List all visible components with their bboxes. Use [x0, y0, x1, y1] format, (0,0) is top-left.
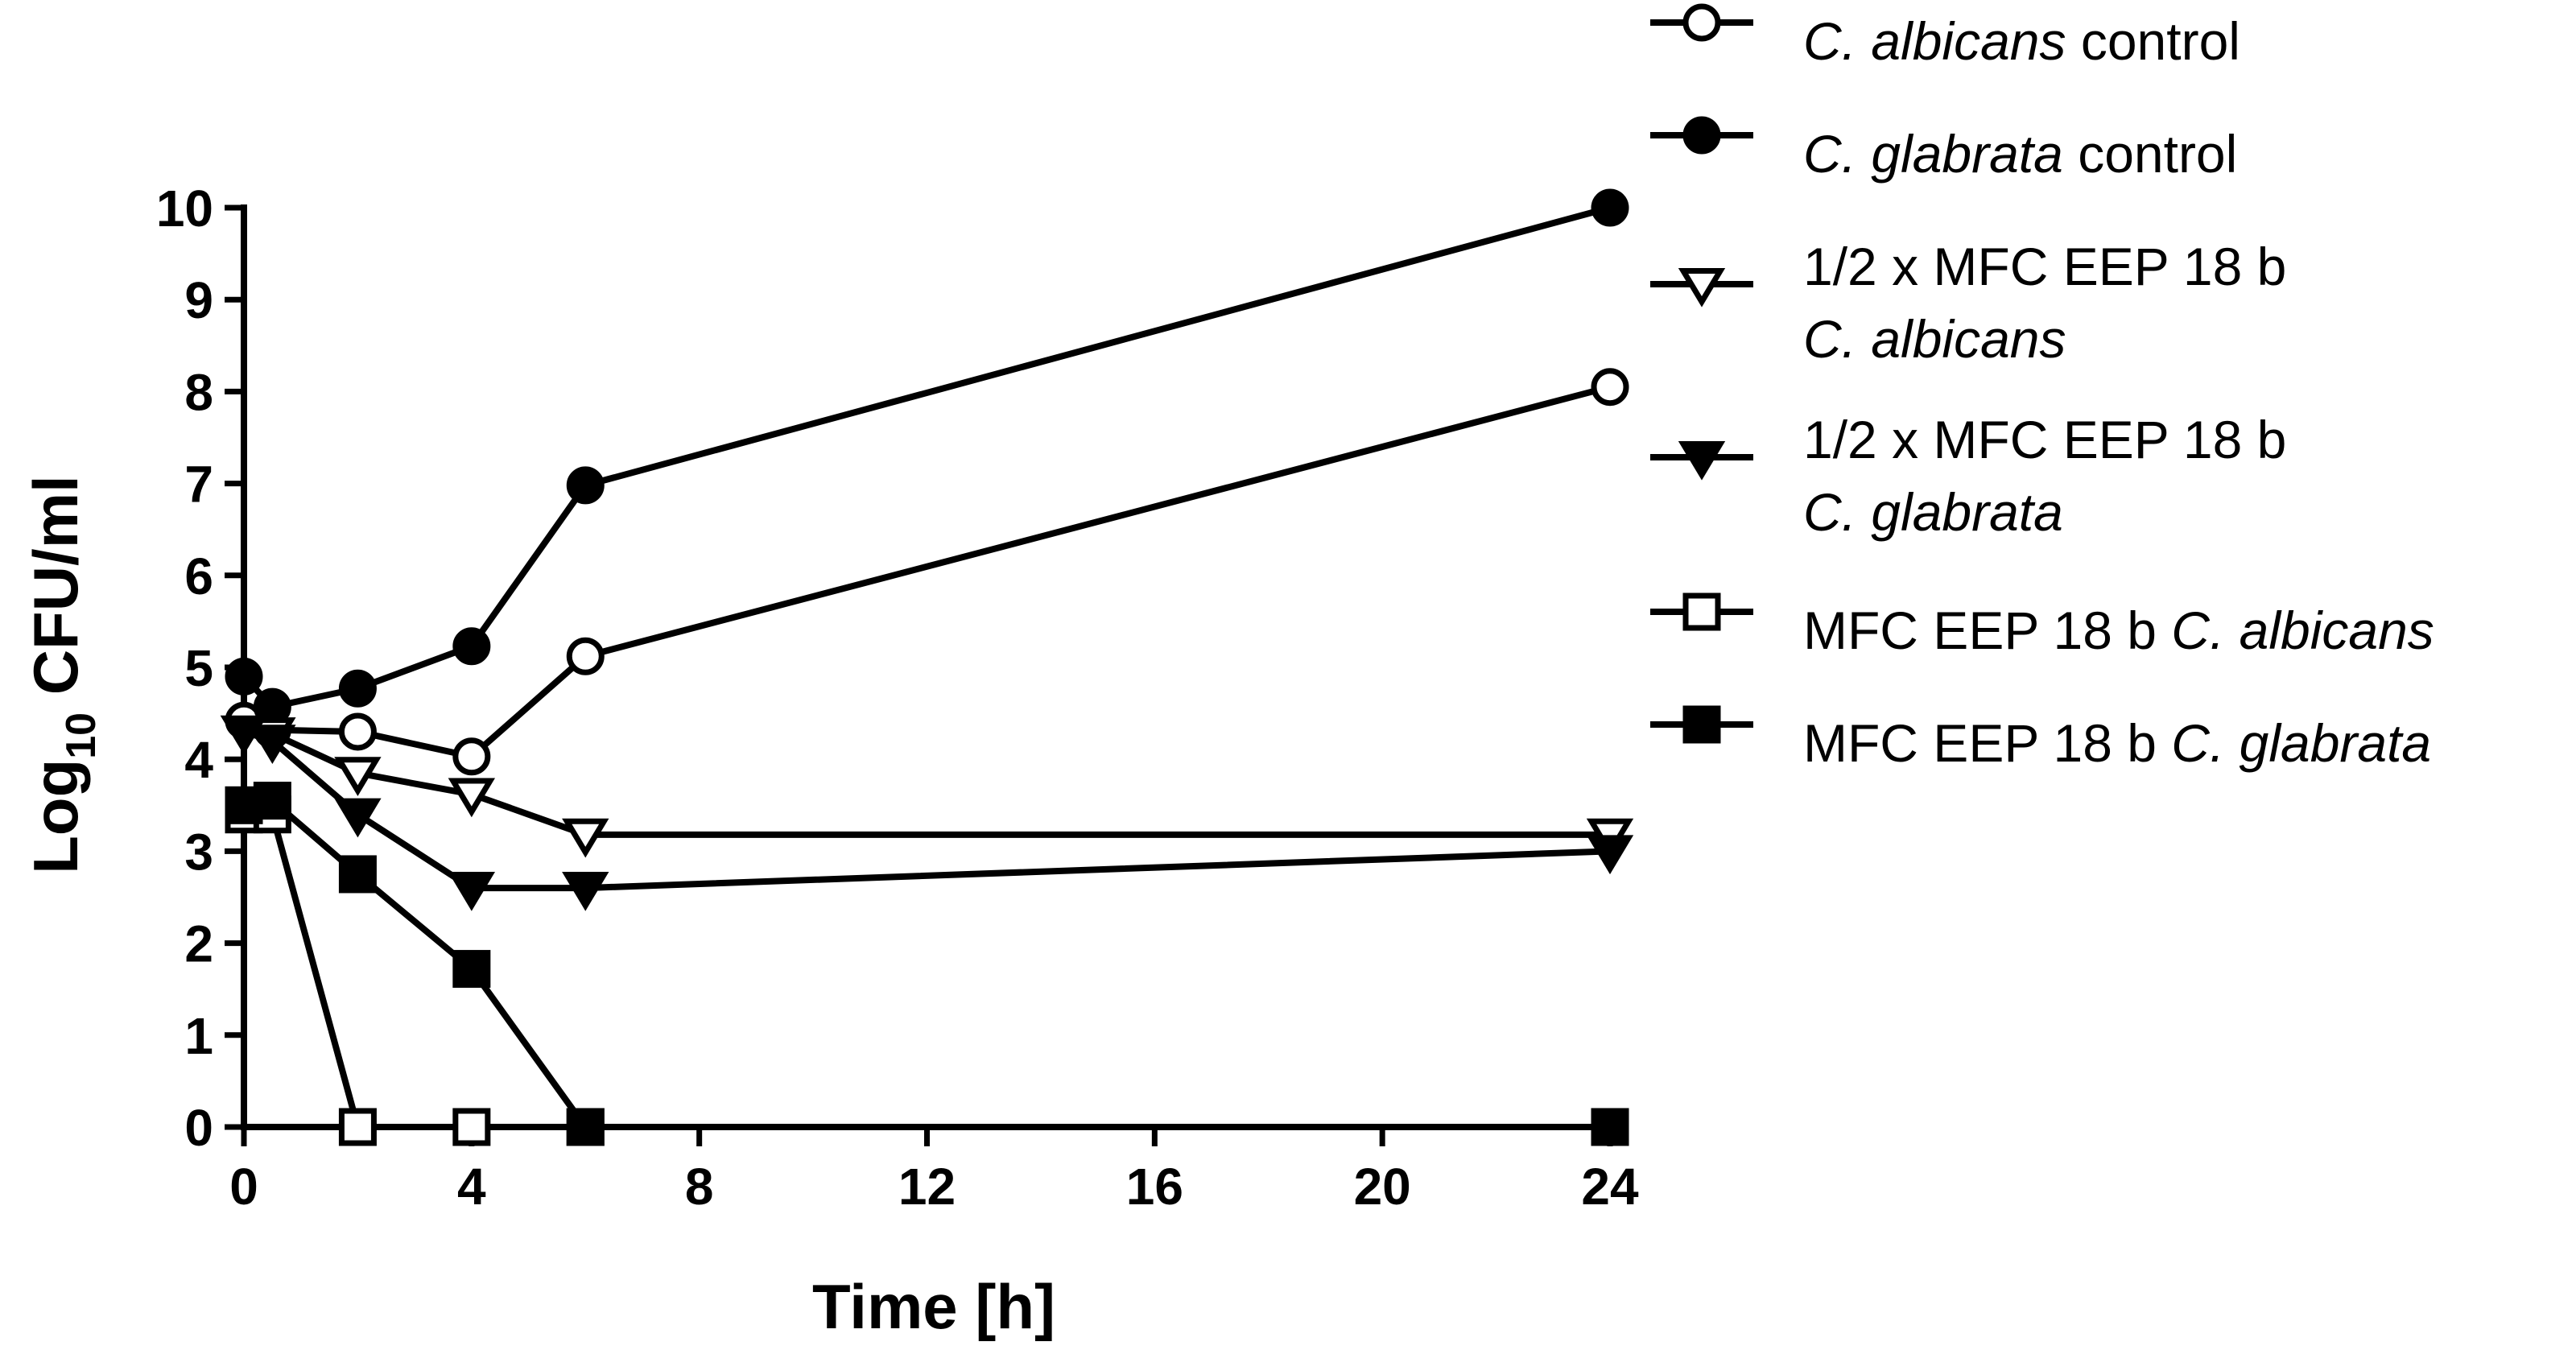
legend-label: C. glabrata — [1803, 482, 2063, 542]
x-tick-label: 20 — [1354, 1158, 1411, 1216]
data-point: C. albicans control: 2 h, 4.3 — [338, 712, 377, 751]
data-point: C. albicans control: 6 h, 5.12 — [566, 637, 605, 675]
data-point: C. glabrata control: 6 h, 6.98 — [566, 466, 605, 505]
x-tick-label: 8 — [685, 1158, 714, 1216]
series-line — [243, 797, 1610, 1130]
series-line — [242, 204, 1612, 711]
y-tick-label: 10 — [156, 180, 213, 237]
plot-area: C. albicans control: 0 h, 4.42C. albican… — [220, 188, 1634, 1146]
data-point: MFC EEP 18 b C. glabrata: 6 h, 0 — [566, 1108, 605, 1146]
legend: C. albicans control C. glabrata control 1/… — [1650, 3, 2434, 773]
data-point: MFC EEP 18 b C. albicans: 4 h, 0 — [452, 1108, 491, 1146]
data-point: C. glabrata control: 4 h, 5.23 — [452, 627, 491, 666]
data-point: MFC EEP 18 b C. glabrata: 0.5 h, 3.55 — [253, 782, 291, 820]
x-tick-label: 4 — [457, 1158, 486, 1216]
data-point: 1/2 x MFC EEP 18 b C. glabrata: 24 h, 3 — [1586, 835, 1634, 875]
data-point: 1/2 x MFC EEP 18 b C. albicans: 6 h, 3.1… — [562, 818, 609, 858]
legend-label: C. albicans control — [1803, 11, 2240, 71]
x-tick-label: 16 — [1126, 1158, 1183, 1216]
legend-marker — [1682, 3, 1721, 42]
data-point: 1/2 x MFC EEP 18 b C. glabrata: 2 h, 3.4 — [334, 798, 382, 838]
legend-entry-6: MFC EEP 18 b C. glabrata — [1650, 705, 2431, 773]
legend-label: 1/2 x MFC EEP 18 b — [1803, 410, 2286, 469]
legend-label: 1/2 x MFC EEP 18 b — [1803, 237, 2286, 296]
data-point: C. glabrata control: 24 h, 10 — [1591, 188, 1629, 227]
legend-label: C. glabrata control — [1803, 124, 2237, 184]
data-point: 1/2 x MFC EEP 18 b C. albicans: 4 h, 3.6… — [448, 778, 496, 818]
legend-entry-1: C. albicans control — [1650, 3, 2240, 71]
x-axis-title: Time [h] — [812, 1271, 1055, 1342]
data-point: C. albicans control: 4 h, 4.03 — [452, 737, 491, 776]
legend-entry-4: 1/2 x MFC EEP 18 b C. glabrata — [1650, 410, 2286, 542]
data-point: MFC EEP 18 b C. albicans: 2 h, 0 — [338, 1108, 377, 1146]
x-tick-label: 24 — [1581, 1158, 1639, 1216]
legend-label: MFC EEP 18 b C. glabrata — [1803, 713, 2431, 773]
series-3: 1/2 x MFC EEP 18 b C. albicans: 0 h, 4.3… — [220, 715, 1634, 858]
series-line — [242, 729, 1611, 892]
data-point: 1/2 x MFC EEP 18 b C. glabrata: 0.5 h, 4… — [249, 725, 296, 765]
legend-entry-3: 1/2 x MFC EEP 18 b C. albicans — [1650, 237, 2286, 369]
y-tick-label: 3 — [184, 823, 213, 881]
data-point: C. glabrata control: 0 h, 4.9 — [225, 657, 263, 696]
data-point: C. glabrata control: 2 h, 4.77 — [338, 669, 377, 708]
series-4: 1/2 x MFC EEP 18 b C. glabrata: 0 h, 4.3… — [220, 715, 1634, 911]
legend-entry-2: C. glabrata control — [1650, 116, 2237, 184]
series-line — [242, 383, 1612, 760]
y-tick-label: 7 — [184, 456, 213, 514]
series-5: MFC EEP 18 b C. albicans: 0 h, 3.4MFC EE… — [225, 795, 1629, 1146]
x-tick-label: 0 — [229, 1158, 258, 1216]
y-tick-label: 0 — [184, 1099, 213, 1157]
y-tick-label: 8 — [184, 363, 213, 421]
series-1: C. albicans control: 0 h, 4.42C. albican… — [225, 368, 1629, 776]
legend-label: MFC EEP 18 b C. albicans — [1803, 601, 2434, 660]
legend-marker — [1682, 116, 1721, 155]
data-point: C. albicans control: 24 h, 8.05 — [1591, 368, 1629, 407]
legend-marker — [1682, 592, 1721, 631]
legend-marker — [1678, 267, 1726, 308]
y-tick-label: 6 — [184, 547, 213, 605]
data-point: MFC EEP 18 b C. glabrata: 4 h, 1.72 — [452, 950, 491, 989]
data-point: 1/2 x MFC EEP 18 b C. albicans: 2 h, 3.8… — [334, 757, 382, 796]
y-tick-label: 1 — [184, 1007, 213, 1065]
series-line — [243, 728, 1610, 838]
legend-label: C. albicans — [1803, 309, 2066, 369]
data-point: MFC EEP 18 b C. glabrata: 24 h, 0 — [1591, 1108, 1629, 1146]
data-point: 1/2 x MFC EEP 18 b C. glabrata: 6 h, 2.6 — [562, 872, 609, 911]
series-6: MFC EEP 18 b C. glabrata: 0 h, 3.5MFC EE… — [225, 782, 1629, 1146]
series-2: C. glabrata control: 0 h, 4.9 C. glabrata… — [225, 188, 1629, 726]
legend-marker — [1678, 440, 1726, 481]
legend-marker — [1682, 705, 1721, 744]
y-tick-label: 2 — [184, 915, 213, 973]
y-tick-label: 5 — [184, 639, 213, 697]
y-tick-label: 9 — [184, 271, 213, 329]
x-tick-label: 12 — [898, 1158, 956, 1216]
legend-entry-5: MFC EEP 18 b C. albicans — [1650, 592, 2434, 660]
data-point: MFC EEP 18 b C. glabrata: 2 h, 2.75 — [338, 855, 377, 894]
y-tick-label: 4 — [184, 731, 213, 789]
y-axis-title: Log10 CFU/ml — [20, 475, 105, 873]
data-point: 1/2 x MFC EEP 18 b C. glabrata: 4 h, 2.6 — [448, 872, 496, 911]
